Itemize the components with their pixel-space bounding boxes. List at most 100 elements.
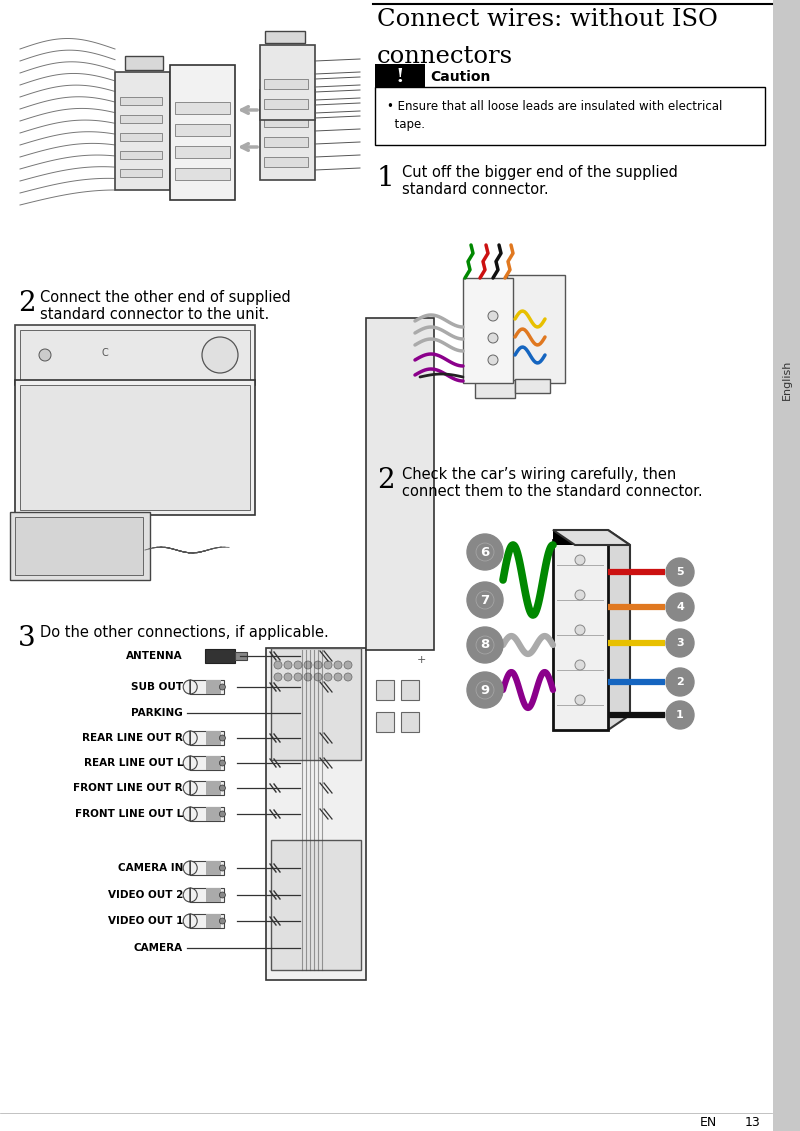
Bar xyxy=(475,380,515,398)
Wedge shape xyxy=(183,782,197,795)
Polygon shape xyxy=(608,530,630,729)
Circle shape xyxy=(324,673,332,681)
Bar xyxy=(190,756,224,770)
Bar xyxy=(375,64,425,90)
Bar xyxy=(120,169,162,176)
Circle shape xyxy=(575,625,585,634)
Circle shape xyxy=(488,333,498,343)
Bar xyxy=(206,914,221,929)
Circle shape xyxy=(334,661,342,670)
Circle shape xyxy=(344,661,352,670)
Bar xyxy=(264,100,308,109)
Wedge shape xyxy=(183,680,197,694)
Circle shape xyxy=(324,661,332,670)
Bar xyxy=(206,680,221,694)
Text: English: English xyxy=(782,360,792,400)
Bar xyxy=(115,72,170,190)
Bar xyxy=(271,648,361,760)
Circle shape xyxy=(666,558,694,586)
Bar xyxy=(10,512,150,580)
Text: FRONT LINE OUT R: FRONT LINE OUT R xyxy=(74,783,183,793)
Circle shape xyxy=(314,661,322,670)
Text: Do the other connections, if applicable.: Do the other connections, if applicable. xyxy=(40,625,329,640)
Bar xyxy=(271,840,361,970)
Bar xyxy=(260,90,315,180)
Text: 3: 3 xyxy=(18,625,36,651)
Circle shape xyxy=(202,337,238,373)
Bar xyxy=(553,530,608,545)
Text: !: ! xyxy=(396,68,404,86)
Text: PARKING: PARKING xyxy=(131,708,183,718)
Text: 6: 6 xyxy=(480,545,490,559)
Circle shape xyxy=(575,555,585,566)
Bar xyxy=(125,57,163,70)
Text: REAR LINE OUT L: REAR LINE OUT L xyxy=(83,758,183,768)
Bar xyxy=(170,64,235,200)
Circle shape xyxy=(488,311,498,321)
Circle shape xyxy=(219,735,226,741)
Circle shape xyxy=(314,673,322,681)
Bar xyxy=(190,861,224,875)
Bar xyxy=(264,157,308,167)
Bar xyxy=(553,539,608,729)
Text: • Ensure that all loose leads are insulated with electrical: • Ensure that all loose leads are insula… xyxy=(387,100,722,113)
Text: 8: 8 xyxy=(480,639,490,651)
Bar xyxy=(120,152,162,159)
Circle shape xyxy=(467,534,503,570)
Text: 1: 1 xyxy=(377,165,394,192)
Bar xyxy=(190,731,224,745)
Text: Cut off the bigger end of the supplied
standard connector.: Cut off the bigger end of the supplied s… xyxy=(402,165,678,198)
Bar xyxy=(206,808,221,821)
Circle shape xyxy=(575,590,585,601)
Bar xyxy=(265,76,305,88)
Text: 1: 1 xyxy=(676,710,684,720)
Circle shape xyxy=(294,673,302,681)
Bar xyxy=(15,517,143,575)
Bar xyxy=(20,330,250,380)
Text: 2: 2 xyxy=(377,467,394,494)
Text: REAR LINE OUT R: REAR LINE OUT R xyxy=(82,733,183,743)
Bar xyxy=(773,0,800,1131)
Bar xyxy=(463,278,513,383)
Bar xyxy=(175,146,230,158)
Circle shape xyxy=(39,349,51,361)
Circle shape xyxy=(344,673,352,681)
Bar xyxy=(120,97,162,105)
Bar xyxy=(175,169,230,180)
Polygon shape xyxy=(553,530,630,545)
Circle shape xyxy=(219,918,226,924)
Wedge shape xyxy=(183,756,197,770)
Bar xyxy=(206,782,221,795)
Bar xyxy=(260,45,315,120)
Bar xyxy=(190,888,224,903)
Text: Connect wires: without ISO: Connect wires: without ISO xyxy=(377,8,718,31)
Bar xyxy=(366,318,434,650)
Circle shape xyxy=(219,865,226,871)
Text: ANTENNA: ANTENNA xyxy=(126,651,183,661)
Text: 9: 9 xyxy=(481,683,490,697)
Text: Caution: Caution xyxy=(430,70,490,84)
Text: +: + xyxy=(416,655,426,665)
Bar xyxy=(120,115,162,123)
Bar xyxy=(206,888,221,903)
Bar xyxy=(264,137,308,147)
Bar xyxy=(376,713,394,732)
Text: CAMERA IN: CAMERA IN xyxy=(118,863,183,873)
Wedge shape xyxy=(183,808,197,821)
Bar xyxy=(20,385,250,510)
Text: CAMERA: CAMERA xyxy=(134,943,183,953)
Wedge shape xyxy=(183,731,197,745)
Circle shape xyxy=(304,673,312,681)
Text: 4: 4 xyxy=(676,602,684,612)
Text: 3: 3 xyxy=(676,638,684,648)
Wedge shape xyxy=(183,888,197,903)
Bar xyxy=(190,914,224,929)
Text: 2: 2 xyxy=(676,677,684,687)
Circle shape xyxy=(467,672,503,708)
Text: 13: 13 xyxy=(745,1116,761,1129)
Bar xyxy=(264,116,308,127)
Bar xyxy=(206,756,221,770)
Bar xyxy=(235,651,247,661)
Circle shape xyxy=(219,811,226,817)
Bar xyxy=(15,325,255,385)
